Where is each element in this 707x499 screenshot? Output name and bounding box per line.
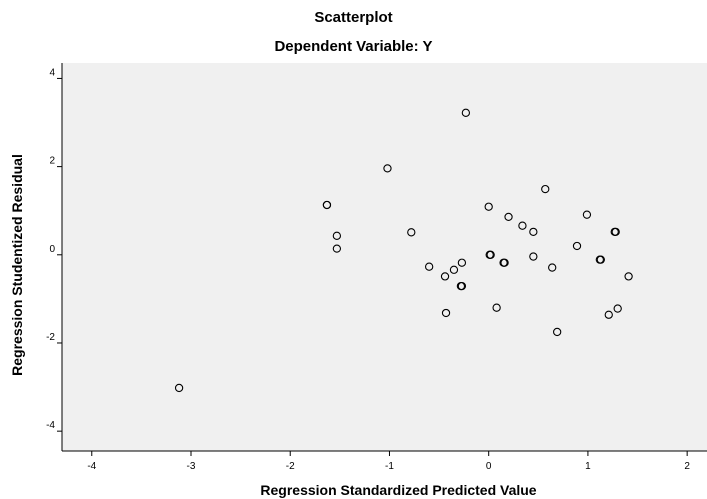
data-point xyxy=(486,250,495,259)
data-point xyxy=(457,258,467,267)
data-point xyxy=(457,281,467,291)
data-point xyxy=(492,303,501,312)
y-tick-label: -2 xyxy=(46,332,55,343)
data-point xyxy=(529,252,538,261)
plot-area xyxy=(62,63,707,451)
data-point xyxy=(322,200,332,210)
y-tick-label: 2 xyxy=(49,156,55,167)
axis-ticks: -4 -2 0 2 4 -4 -3 -2 -1 0 1 2 xyxy=(46,67,690,472)
x-tick-label: 1 xyxy=(585,461,591,472)
data-points xyxy=(174,108,633,393)
y-tick-label: -4 xyxy=(46,420,55,431)
data-point xyxy=(383,164,392,173)
data-point xyxy=(407,228,416,237)
data-point xyxy=(500,258,509,267)
data-point xyxy=(596,255,605,264)
data-point xyxy=(582,210,592,219)
data-point xyxy=(440,272,450,281)
data-point xyxy=(541,184,550,194)
x-tick-label: 2 xyxy=(684,461,690,472)
x-tick-label: 0 xyxy=(486,461,492,472)
data-point xyxy=(553,327,562,337)
x-tick-label: -4 xyxy=(87,461,96,472)
data-point xyxy=(441,308,451,318)
x-tick-label: -2 xyxy=(286,461,295,472)
x-axis-label: Regression Standardized Predicted Value xyxy=(260,482,537,498)
y-tick-label: 0 xyxy=(49,244,55,255)
x-tick-label: -3 xyxy=(187,461,196,472)
data-point xyxy=(425,262,434,271)
data-point xyxy=(572,241,582,251)
chart-subtitle: Dependent Variable: Y xyxy=(274,38,433,55)
data-point xyxy=(548,263,557,272)
data-point xyxy=(332,244,342,253)
y-tick-label: 4 xyxy=(49,67,55,78)
data-point xyxy=(518,221,527,230)
data-point xyxy=(174,383,184,393)
data-point xyxy=(613,304,622,313)
data-point xyxy=(604,310,613,319)
data-point xyxy=(624,272,633,281)
data-point xyxy=(484,202,493,211)
data-point xyxy=(529,227,538,237)
data-point xyxy=(461,108,471,117)
chart-title: Scatterplot xyxy=(314,9,393,26)
data-point xyxy=(504,212,513,222)
data-point xyxy=(332,231,342,240)
data-point xyxy=(611,227,620,237)
x-tick-label: -1 xyxy=(385,461,394,472)
data-point xyxy=(449,265,459,274)
